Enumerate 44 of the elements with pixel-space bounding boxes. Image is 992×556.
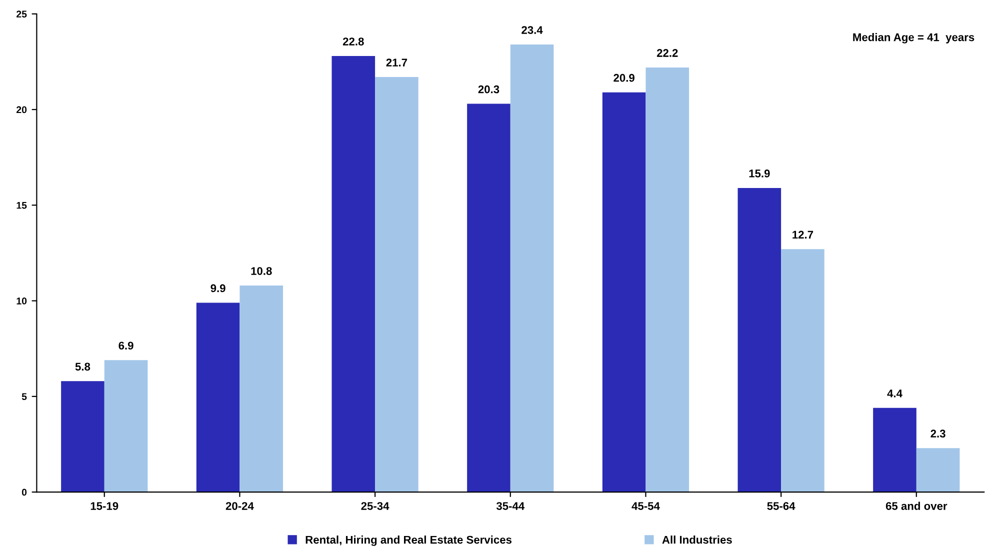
- data-label: 4.4: [887, 390, 902, 398]
- bar: [646, 67, 690, 492]
- y-tick-label: 25: [16, 10, 27, 18]
- x-tick-label: 65 and over: [886, 502, 948, 510]
- x-tick-label: 55-64: [767, 502, 796, 510]
- x-tick-label: 20-24: [226, 502, 254, 510]
- bar: [916, 448, 960, 492]
- bar: [467, 104, 510, 492]
- y-tick-label: 5: [22, 393, 27, 400]
- bar: [61, 381, 104, 492]
- bar: [375, 77, 418, 492]
- x-tick-label: 15-19: [90, 502, 118, 510]
- x-tick-label: 35-44: [496, 502, 525, 510]
- annotation: Median Age = 41 years: [853, 33, 974, 44]
- data-label: 12.7: [792, 230, 814, 239]
- data-label: 5.8: [75, 362, 90, 371]
- y-tick-label: 0: [22, 488, 27, 496]
- data-label: 2.3: [930, 430, 946, 438]
- data-label: 22.8: [342, 38, 364, 46]
- bar: [332, 56, 376, 492]
- data-label: 20.9: [614, 74, 634, 82]
- data-label: 9.9: [210, 284, 226, 292]
- data-label: 22.2: [656, 49, 678, 57]
- data-label: 6.9: [118, 342, 134, 350]
- legend-label: Rental, Hiring and Real Estate Services: [306, 536, 512, 546]
- bar: [602, 92, 646, 492]
- bar: [781, 249, 824, 492]
- data-label: 23.4: [522, 26, 543, 34]
- y-tick-label: 15: [16, 202, 27, 209]
- bar: [510, 44, 554, 492]
- bar: [104, 360, 148, 492]
- data-label: 15.9: [749, 170, 770, 178]
- bar: [738, 188, 782, 492]
- y-tick-label: 20: [16, 106, 27, 114]
- bar: [196, 302, 240, 492]
- data-label: 10.8: [251, 267, 272, 275]
- legend-label: All Industries: [662, 536, 732, 544]
- x-tick-label: 25-34: [361, 502, 390, 510]
- y-tick-label: 10: [16, 298, 27, 304]
- data-label: 20.3: [478, 85, 500, 94]
- bar: [240, 285, 284, 492]
- x-tick-label: 45-54: [632, 502, 660, 510]
- data-label: 21.7: [386, 58, 408, 66]
- bar: [873, 408, 916, 492]
